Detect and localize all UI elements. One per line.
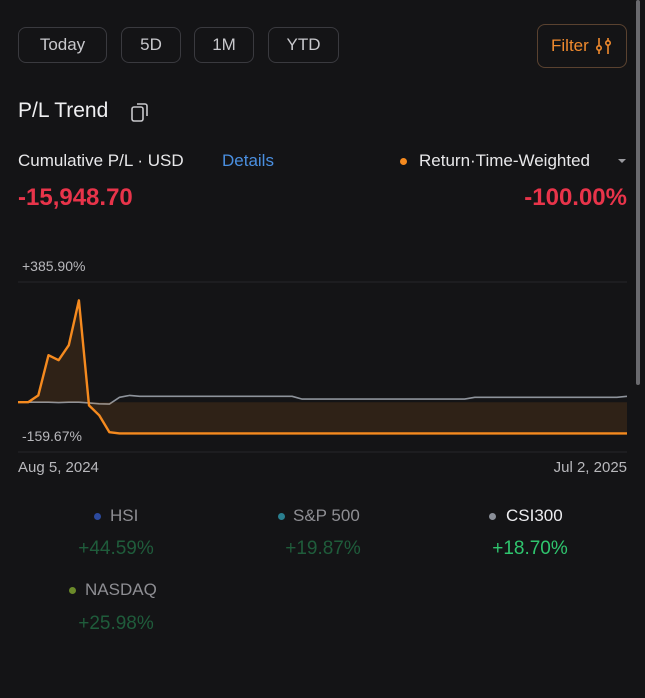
area bbox=[18, 300, 627, 434]
scrollbar bbox=[636, 0, 640, 385]
pl-value: -15,948.70 bbox=[18, 184, 133, 211]
benchmark-change: +18.70% bbox=[492, 538, 568, 559]
benchmark-name: S&P 500 bbox=[293, 506, 360, 525]
benchmark-name: NASDAQ bbox=[85, 580, 157, 599]
tab-ytd[interactable]: YTD bbox=[268, 27, 339, 63]
summary-label: Cumulative P/L · USD bbox=[18, 151, 184, 170]
benchmark-name: CSI300 bbox=[506, 506, 563, 525]
metric-selector[interactable]: Return·Time-Weighted bbox=[419, 151, 591, 170]
details-link[interactable]: Details bbox=[222, 151, 274, 170]
benchmark-change: +19.87% bbox=[285, 538, 361, 559]
filter-button[interactable]: Filter bbox=[537, 24, 627, 68]
benchmark-dot bbox=[489, 513, 496, 520]
return-value: -100.00% bbox=[524, 184, 627, 211]
tab-5d[interactable]: 5D bbox=[121, 27, 181, 63]
filter-label: Filter bbox=[551, 36, 589, 55]
x-tick-label: Aug 5, 2024 bbox=[18, 459, 99, 476]
tab-today[interactable]: Today bbox=[18, 27, 107, 63]
y-tick-label: +385.90% bbox=[22, 258, 85, 274]
tab-1m[interactable]: 1M bbox=[194, 27, 254, 63]
x-tick-label: Jul 2, 2025 bbox=[554, 459, 627, 476]
benchmark-dot bbox=[69, 587, 76, 594]
series-line bbox=[18, 394, 628, 405]
benchmark-change: +44.59% bbox=[78, 538, 154, 559]
copy-icon[interactable] bbox=[130, 101, 150, 123]
benchmark-dot bbox=[94, 513, 101, 520]
y-tick-label: -159.67% bbox=[22, 428, 82, 444]
metric-dot bbox=[400, 158, 407, 165]
dropdown-arrow[interactable] bbox=[617, 157, 627, 165]
section-title: P/L Trend bbox=[18, 99, 109, 122]
benchmark-dot bbox=[278, 513, 285, 520]
benchmark-change: +25.98% bbox=[78, 613, 154, 634]
filter-icon bbox=[595, 38, 611, 54]
benchmark-name: HSI bbox=[110, 506, 139, 525]
series-line bbox=[18, 299, 627, 435]
